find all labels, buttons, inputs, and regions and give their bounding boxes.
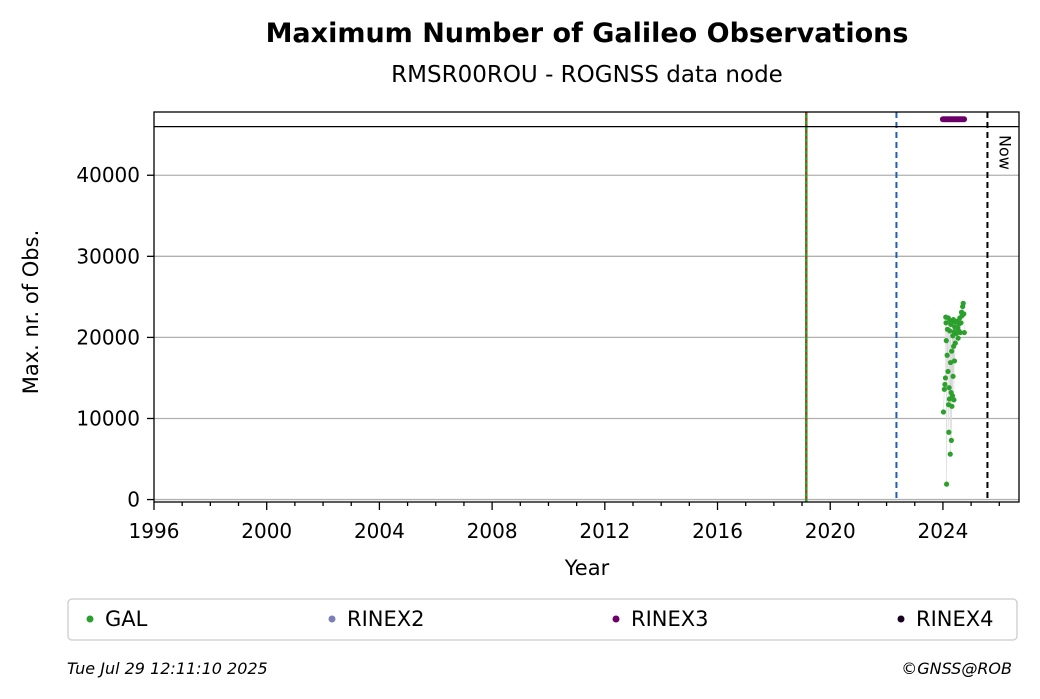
- data-point-gal: [943, 320, 949, 326]
- data-point-gal: [950, 373, 956, 379]
- y-tick-label: 0: [127, 488, 140, 512]
- x-tick-label: 2024: [917, 519, 968, 543]
- y-tick-label: 40000: [76, 163, 140, 187]
- data-point-gal: [942, 375, 949, 381]
- x-axis-ticks: 1996 2000 2004 2008 2012 2016 2020 2024: [129, 502, 1000, 543]
- now-label: Now: [995, 135, 1014, 170]
- data-point-gal: [947, 328, 953, 334]
- data-point-gal: [950, 333, 956, 339]
- data-point-gal: [961, 329, 967, 336]
- vertical-markers: Now: [804, 112, 1014, 502]
- chart-subtitle: RMSR00ROU - ROGNSS data node: [391, 62, 783, 88]
- y-axis-ticks: 0 10000 20000 30000 40000: [76, 163, 154, 512]
- data-point-gal: [941, 386, 947, 392]
- chart-title: Maximum Number of Galileo Observations: [266, 18, 909, 49]
- legend-label-gal: GAL: [105, 607, 148, 631]
- data-point-gal: [946, 396, 953, 402]
- data-point-gal: [946, 429, 952, 435]
- data-point-gal: [942, 381, 948, 388]
- data-series: [939, 116, 968, 487]
- x-tick-label: 2020: [805, 519, 856, 543]
- y-tick-label: 10000: [76, 406, 140, 430]
- x-tick-label: 2016: [692, 519, 743, 543]
- legend-label-rinex2: RINEX2: [347, 607, 425, 631]
- data-point-gal: [952, 340, 958, 346]
- data-point-gal: [943, 481, 950, 487]
- data-point-gal: [940, 409, 947, 415]
- data-point-gal: [960, 300, 966, 306]
- legend-marker-gal: [86, 615, 94, 623]
- data-point-gal: [943, 338, 949, 344]
- data-point-gal: [955, 335, 961, 341]
- data-point-gal: [949, 348, 955, 354]
- data-point-gal: [947, 451, 953, 457]
- legend-label-rinex4: RINEX4: [916, 607, 994, 631]
- x-tick-label: 2008: [467, 519, 518, 543]
- data-point-gal: [945, 368, 951, 375]
- plot-frame: [153, 111, 1020, 503]
- data-point-gal: [958, 320, 964, 326]
- data-point-gal: [948, 437, 954, 443]
- data-point-gal: [947, 359, 954, 366]
- data-point-gal: [944, 352, 950, 358]
- grid-lines: [154, 174, 1019, 501]
- data-point-rinex3: [961, 116, 968, 123]
- x-tick-label: 2012: [579, 519, 630, 543]
- footer-timestamp: Tue Jul 29 12:11:10 2025: [67, 659, 268, 678]
- legend-marker-rinex2: [328, 615, 336, 623]
- y-axis-label: Max. nr. of Obs.: [19, 230, 43, 395]
- y-tick-label: 30000: [76, 244, 140, 268]
- x-tick-label: 1996: [129, 519, 180, 543]
- data-point-gal: [949, 403, 955, 409]
- data-point-gal: [951, 358, 958, 364]
- y-tick-label: 20000: [76, 325, 140, 349]
- legend-label-rinex3: RINEX3: [631, 607, 709, 631]
- x-tick-label: 2004: [354, 519, 405, 543]
- legend-marker-rinex3: [612, 615, 620, 623]
- footer-credit: ©GNSS@ROB: [901, 659, 1012, 678]
- legend-marker-rinex4: [897, 615, 905, 623]
- data-point-gal: [949, 393, 956, 399]
- data-point-gal: [957, 329, 963, 336]
- x-tick-label: 2000: [241, 519, 292, 543]
- x-axis-label: Year: [564, 556, 610, 580]
- data-point-gal: [951, 397, 957, 403]
- legend: GAL RINEX2 RINEX3 RINEX4: [67, 598, 1018, 641]
- data-point-gal: [946, 385, 952, 391]
- data-point-gal: [961, 311, 967, 317]
- legend-box: [67, 598, 1018, 641]
